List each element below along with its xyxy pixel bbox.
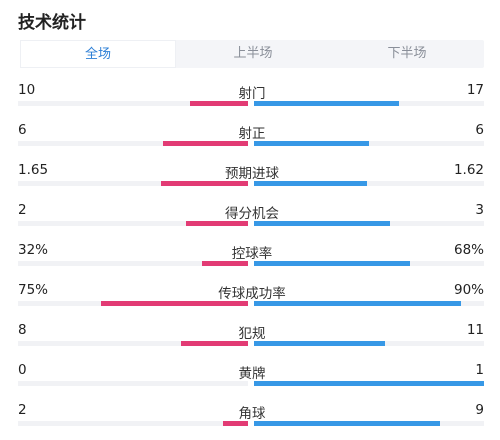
home-bar xyxy=(202,261,248,266)
away-bar-track xyxy=(254,221,484,226)
home-bar-track xyxy=(18,221,248,226)
stat-row: 6 射正 6 xyxy=(18,120,486,160)
home-bar xyxy=(186,221,248,226)
stat-row: 0 黄牌 1 xyxy=(18,360,486,400)
home-value: 6 xyxy=(18,122,27,138)
away-bar xyxy=(254,221,390,226)
away-bar-track xyxy=(254,381,484,386)
away-value: 3 xyxy=(475,202,484,218)
stats-list: 10 射门 17 6 射正 6 1.65 预期进球 1.62 2 得分机会 3 32% 控球率 68% 75%… xyxy=(18,80,486,440)
away-value: 1 xyxy=(475,362,484,378)
tab-full-match[interactable]: 全场 xyxy=(20,40,176,68)
home-bar-track xyxy=(18,301,248,306)
stat-label: 黄牌 xyxy=(238,366,266,382)
home-bar xyxy=(163,141,248,146)
home-value: 0 xyxy=(18,362,27,378)
home-value: 2 xyxy=(18,202,27,218)
tab-second-half[interactable]: 下半场 xyxy=(387,46,427,61)
home-bar-track xyxy=(18,181,248,186)
home-bar-track xyxy=(18,381,248,386)
away-value: 9 xyxy=(475,402,484,418)
away-bar xyxy=(254,421,440,426)
stat-row: 2 角球 9 xyxy=(18,400,486,440)
home-bar xyxy=(161,181,248,186)
home-bar xyxy=(101,301,248,306)
stat-row: 10 射门 17 xyxy=(18,80,486,120)
stat-row: 2 得分机会 3 xyxy=(18,200,486,240)
home-bar-track xyxy=(18,101,248,106)
away-bar xyxy=(254,261,410,266)
home-bar-track xyxy=(18,341,248,346)
stat-label: 犯规 xyxy=(238,326,266,342)
away-value: 11 xyxy=(466,322,484,338)
home-value: 1.65 xyxy=(18,162,49,178)
away-value: 6 xyxy=(475,122,484,138)
page-title: 技术统计 xyxy=(18,13,86,33)
away-bar xyxy=(254,381,484,386)
stat-label: 得分机会 xyxy=(225,206,279,222)
away-value: 68% xyxy=(453,242,484,258)
away-bar-track xyxy=(254,141,484,146)
away-bar-track xyxy=(254,261,484,266)
period-tabs: 全场 上半场 下半场 xyxy=(20,40,484,68)
home-value: 8 xyxy=(18,322,27,338)
away-bar-track xyxy=(254,421,484,426)
home-bar xyxy=(223,421,248,426)
home-value: 75% xyxy=(18,282,49,298)
away-value: 1.62 xyxy=(453,162,484,178)
stat-row: 75% 传球成功率 90% xyxy=(18,280,486,320)
stat-row: 32% 控球率 68% xyxy=(18,240,486,280)
away-bar-track xyxy=(254,341,484,346)
stat-label: 射正 xyxy=(238,126,266,142)
stat-label: 角球 xyxy=(238,406,266,422)
away-value: 90% xyxy=(453,282,484,298)
away-bar xyxy=(254,181,367,186)
home-bar-track xyxy=(18,141,248,146)
tab-first-half[interactable]: 上半场 xyxy=(233,46,273,61)
stat-row: 1.65 预期进球 1.62 xyxy=(18,160,486,200)
stat-row: 8 犯规 11 xyxy=(18,320,486,360)
stat-label: 预期进球 xyxy=(225,166,279,182)
stat-label: 控球率 xyxy=(231,246,273,262)
home-value: 2 xyxy=(18,402,27,418)
stat-label: 传球成功率 xyxy=(218,286,286,302)
away-bar-track xyxy=(254,101,484,106)
home-bar-track xyxy=(18,261,248,266)
away-bar xyxy=(254,101,399,106)
away-bar xyxy=(254,341,385,346)
home-value: 10 xyxy=(18,82,36,98)
away-bar xyxy=(254,141,369,146)
home-bar-track xyxy=(18,421,248,426)
away-bar-track xyxy=(254,301,484,306)
away-value: 17 xyxy=(466,82,484,98)
away-bar-track xyxy=(254,181,484,186)
home-bar xyxy=(190,101,248,106)
home-bar xyxy=(181,341,248,346)
away-bar xyxy=(254,301,461,306)
home-value: 32% xyxy=(18,242,49,258)
stat-label: 射门 xyxy=(238,86,266,102)
